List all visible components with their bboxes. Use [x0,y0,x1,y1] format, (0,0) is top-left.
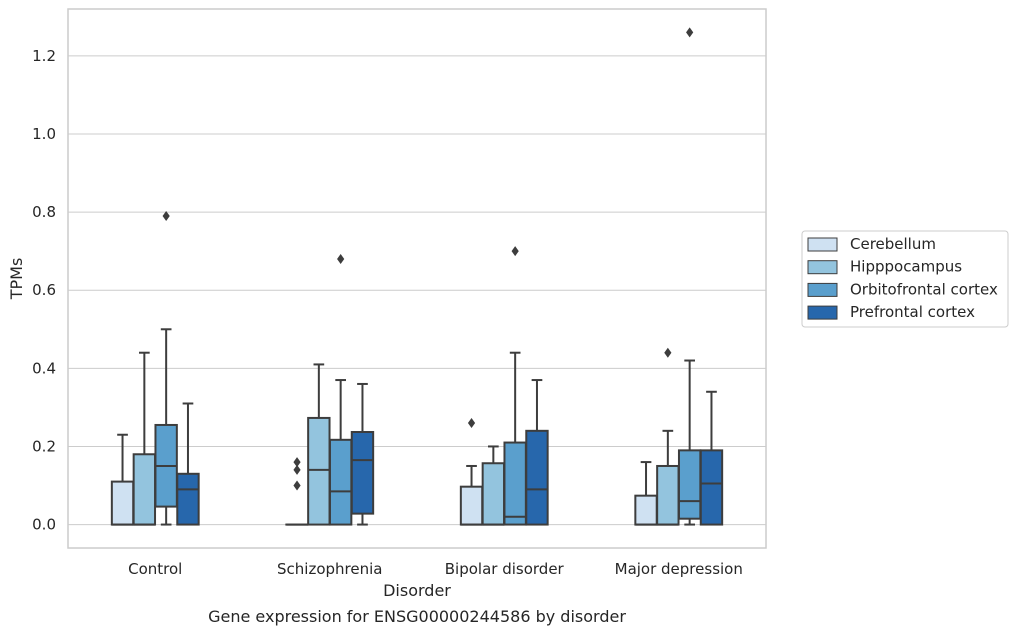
y-axis-label: TPMs [7,258,26,301]
x-tick-labels: Control Schizophrenia Bipolar disorder Majo… [128,560,743,578]
box-iqr [350,430,375,515]
y-tick-label: 0.4 [32,359,56,377]
legend-frame [801,230,1009,328]
box-iqr [328,438,353,526]
outlier-point [337,253,345,264]
box-iqr [307,416,331,526]
y-tick-label: 0.6 [32,281,56,299]
x-tick-label: Major depression [615,560,743,578]
y-tick-label: 1.0 [32,125,56,143]
box-hipppocampus [307,363,331,526]
box-iqr [656,464,680,526]
box-hipppocampus [132,351,157,526]
box-prefrontal-cortex [176,402,200,526]
box-cerebellum [459,418,484,526]
legend-label: Cerebellum [850,235,936,253]
y-tick-label: 0.2 [32,437,56,455]
outlier-point [511,246,519,257]
box-orbitofrontal-cortex [328,253,353,526]
outlier-point [664,347,672,358]
outlier-point [293,480,301,491]
box-prefrontal-cortex [525,379,549,526]
outlier-point [293,464,301,475]
legend-swatch [807,260,838,275]
outlier-point [162,211,170,222]
box-iqr [677,449,702,520]
outlier-point [467,418,476,429]
box-iqr [176,472,200,526]
outlier-point [293,457,301,468]
box-iqr [110,480,135,526]
y-gridlines [68,55,766,526]
box-hipppocampus [656,347,680,526]
box-cerebellum [634,461,658,526]
legend-swatch [807,305,838,320]
y-tick-label: 0.8 [32,203,56,221]
x-tick-label: Control [128,560,182,578]
box-plot-area [110,27,724,526]
x-axis-label: Disorder [383,581,451,600]
y-tick-labels: 0.0 0.2 0.4 0.6 0.8 1.0 1.2 [32,47,56,534]
plot-frame [67,8,767,549]
legend-swatch [807,282,838,297]
box-iqr [503,441,527,526]
box-iqr [525,429,549,526]
chart-caption: Gene expression for ENSG00000244586 by d… [208,607,626,626]
box-prefrontal-cortex [350,382,375,526]
x-tick-label: Schizophrenia [277,560,382,578]
box-iqr [699,449,724,526]
legend-label: Orbitofrontal cortex [850,280,998,298]
y-tick-label: 0.0 [32,516,56,534]
y-tick-label: 1.2 [32,47,56,65]
box-iqr [132,453,157,526]
legend: Cerebellum Hipppocampus Orbitofrontal cort… [801,230,1009,328]
box-iqr [481,462,506,526]
box-iqr [634,494,658,526]
legend-label: Hipppocampus [850,258,962,276]
box-orbitofrontal-cortex [503,246,527,526]
box-hipppocampus [481,445,506,526]
outlier-point [686,27,694,38]
box-orbitofrontal-cortex [677,27,702,526]
box-prefrontal-cortex [699,390,724,526]
legend-swatch [807,237,838,252]
box-iqr [459,485,484,526]
legend-label: Prefrontal cortex [850,303,975,321]
box-cerebellum [285,457,309,526]
box-cerebellum [110,433,135,526]
x-tick-label: Bipolar disorder [445,560,565,578]
box-orbitofrontal-cortex [154,211,178,526]
